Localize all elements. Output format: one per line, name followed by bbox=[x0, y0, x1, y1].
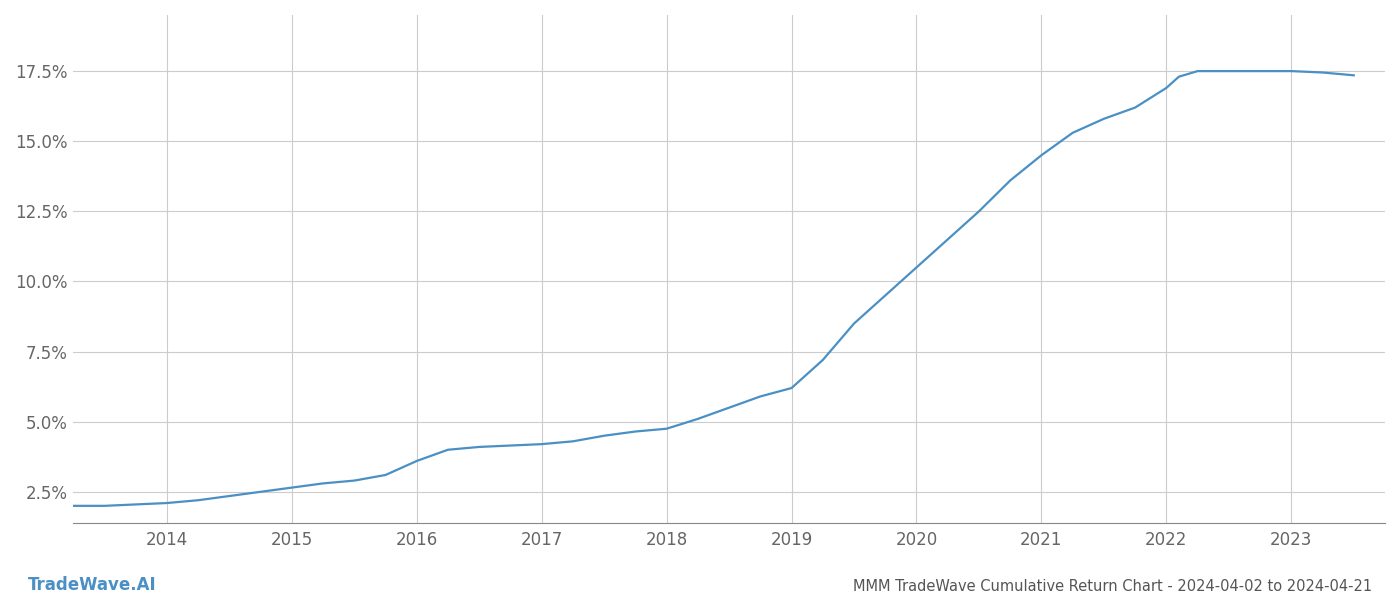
Text: TradeWave.AI: TradeWave.AI bbox=[28, 576, 157, 594]
Text: MMM TradeWave Cumulative Return Chart - 2024-04-02 to 2024-04-21: MMM TradeWave Cumulative Return Chart - … bbox=[853, 579, 1372, 594]
